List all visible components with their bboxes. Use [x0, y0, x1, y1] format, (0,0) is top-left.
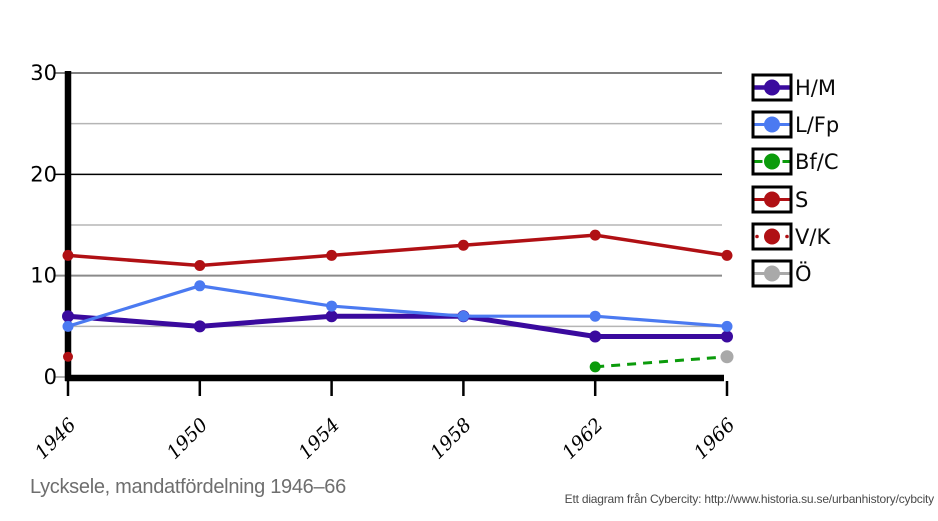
data-point-S [62, 249, 74, 261]
data-point-S [589, 229, 601, 241]
legend-item-label: V/K [795, 225, 831, 249]
data-point-S [457, 239, 469, 251]
series-line-Bf/C [595, 355, 728, 369]
legend-dotted-mark [755, 234, 759, 239]
x-tick-label: 1966 [690, 414, 740, 464]
legend-item-label: Bf/C [795, 150, 839, 174]
x-tick-label: 1958 [426, 414, 476, 464]
x-tick-label: 1954 [294, 414, 344, 464]
legend-dot [764, 116, 780, 133]
series-line-L/Fp [67, 284, 728, 328]
legend-dot [764, 228, 780, 245]
data-point-H/M [589, 330, 602, 343]
chart-title: Lycksele, mandatfördelning 1946–66 [30, 476, 346, 498]
y-tick-label: 10 [30, 264, 57, 288]
data-point-L/Fp [326, 300, 338, 312]
y-tick-label: 20 [30, 162, 57, 186]
legend-item-label: Ö [795, 261, 812, 286]
legend-dotted-mark [785, 234, 789, 239]
attribution-text: Ett diagram från Cybercity: http://www.h… [564, 492, 935, 506]
data-point-Bf/C [589, 361, 601, 373]
legend-item-label: S [795, 188, 808, 212]
legend-dot [764, 79, 780, 96]
y-tick-label: 30 [30, 61, 57, 85]
legend-item-label: H/M [795, 76, 836, 100]
data-point-L/Fp [721, 320, 733, 332]
data-point-V/K [63, 351, 73, 362]
data-point-H/M [62, 310, 74, 323]
data-point-L/Fp [589, 310, 601, 322]
data-point-H/M [721, 330, 733, 343]
data-point-S [326, 249, 338, 261]
x-tick-label: 1962 [558, 414, 608, 464]
data-point-S [721, 249, 733, 261]
data-point-H/M [193, 320, 206, 333]
data-point-L/Fp [457, 310, 469, 322]
x-tick-label: 1950 [163, 414, 213, 464]
y-tick-label: 0 [44, 365, 57, 389]
data-point-L/Fp [62, 320, 74, 332]
legend-dot [764, 191, 780, 208]
legend-dot [764, 265, 780, 282]
legend-dot [764, 153, 780, 170]
legend-item-label: L/Fp [795, 113, 839, 137]
data-point-Ö [720, 350, 734, 364]
data-point-H/M [325, 310, 338, 323]
series-line-S [67, 233, 728, 268]
data-point-L/Fp [194, 280, 206, 292]
x-tick-label: 1946 [31, 414, 81, 464]
data-point-S [194, 260, 206, 272]
series-line-H/M [67, 313, 727, 339]
